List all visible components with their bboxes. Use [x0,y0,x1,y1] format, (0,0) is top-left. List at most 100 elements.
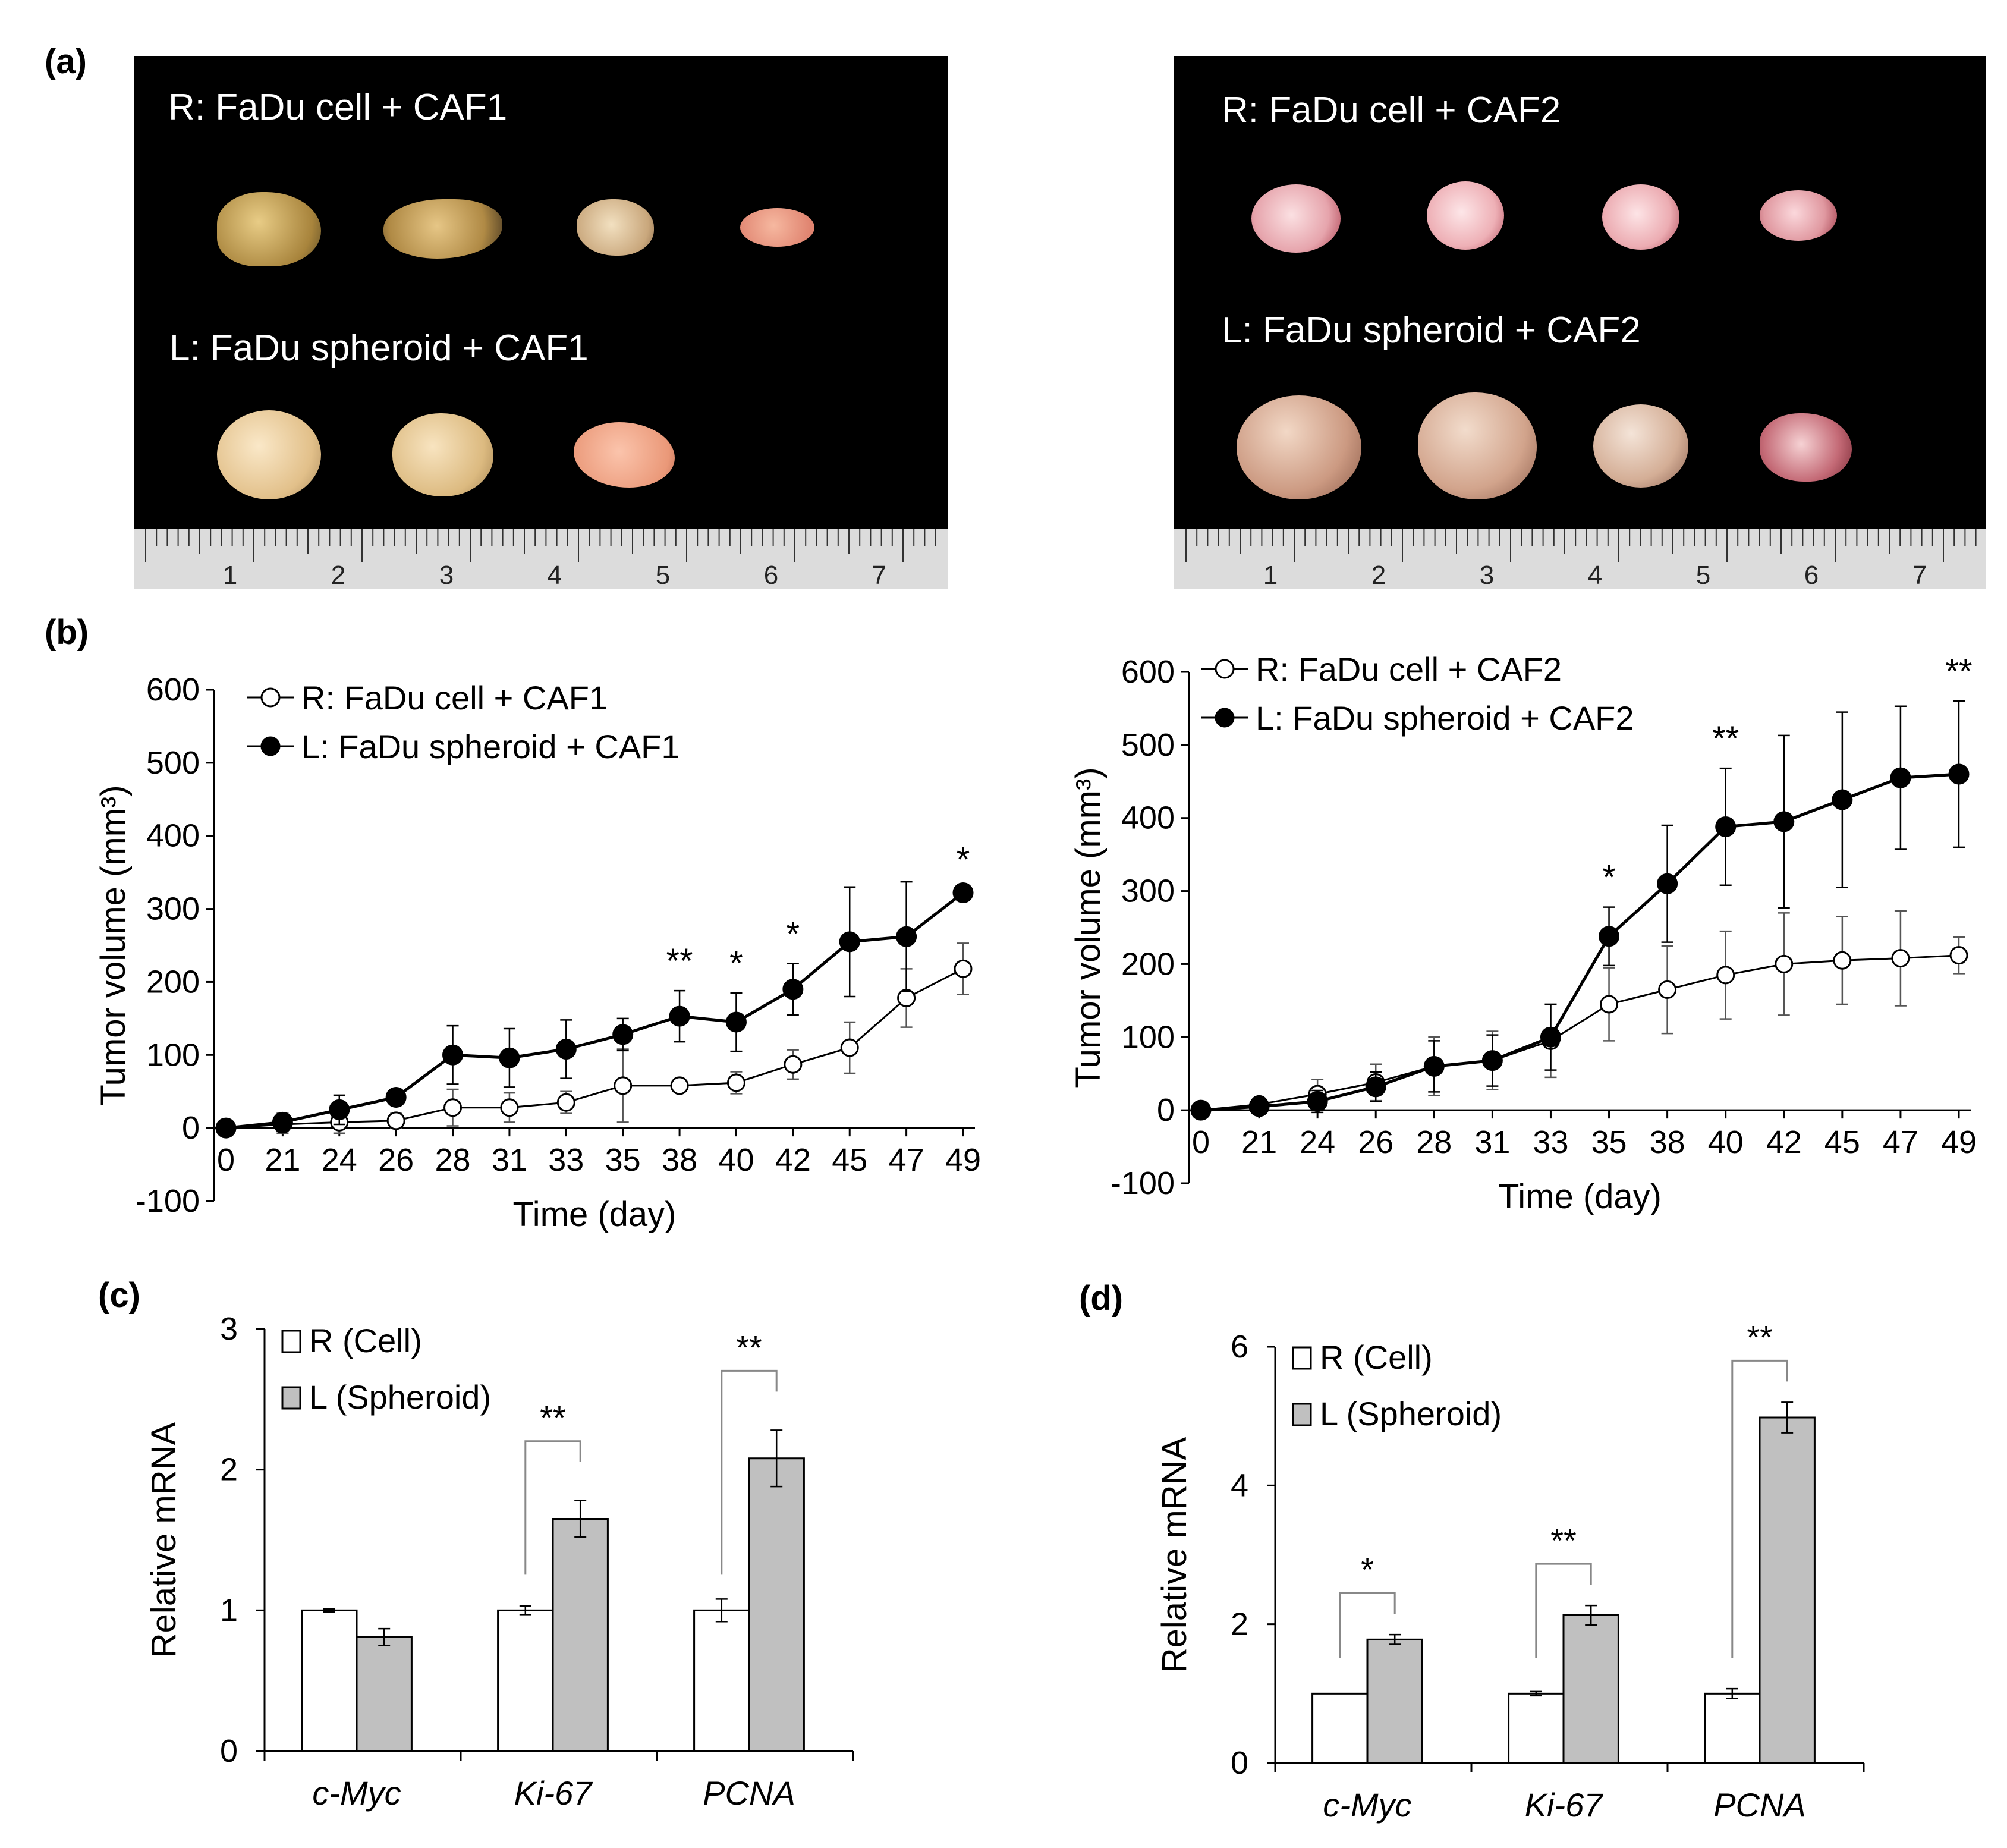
x-tick-label: 38 [662,1142,697,1178]
legend-label: L: FaDu spheroid + CAF2 [1256,699,1634,737]
data-point [386,1111,405,1130]
tumor-r4 [740,208,814,247]
data-point [614,1076,633,1095]
ruler-label: 3 [439,561,454,589]
ruler-caf2: 1 2 3 4 5 6 7 [1174,529,1986,590]
y-tick-label: 3 [220,1311,238,1347]
y-tick-label: 600 [1121,654,1175,690]
significance-bracket: ** [1731,1318,1788,1658]
x-tick-label: 33 [548,1142,584,1178]
legend-swatch [281,1330,301,1353]
significance-bracket: * [1339,1551,1396,1658]
bar-spheroid [748,1457,805,1752]
bar-spheroid [1562,1614,1619,1764]
significance-bracket: ** [524,1399,581,1575]
tumor-r1 [217,192,321,266]
data-point [784,1055,803,1074]
significance-marker: * [957,840,970,879]
data-point [385,1087,407,1108]
tumor-l1 [217,410,321,499]
data-point [272,1111,293,1133]
x-tick-label: 26 [378,1142,414,1178]
significance-marker: ** [1550,1522,1577,1559]
bracket-line [524,1440,581,1575]
data-point [1190,1099,1212,1121]
x-tick-label: 35 [605,1142,641,1178]
legend-marker [1215,708,1235,728]
tumor-l2 [1418,392,1537,499]
y-tick-label: 2 [1231,1607,1248,1642]
legend-label: L (Spheroid) [309,1378,491,1416]
x-tick-label: 35 [1591,1124,1627,1160]
series-line [1200,772,1959,1112]
y-tick-label: 200 [146,964,200,1000]
ruler-label: 2 [331,561,345,589]
significance-marker: * [1602,859,1616,897]
photo-caption-top: R: FaDu cell + CAF2 [1222,90,1561,131]
x-tick-label: 31 [1474,1124,1510,1160]
y-tick-label: 0 [182,1110,200,1146]
panel-label-a: (a) [45,42,87,81]
y-axis-title: Relative mRNA [1155,1437,1194,1673]
y-tick-label: 500 [1121,727,1175,763]
y-tick-label: 400 [1121,800,1175,836]
category-label: c-Myc [1323,1786,1411,1824]
tumor-l4 [1760,413,1852,482]
significance-marker: ** [666,942,693,980]
y-tick-label: 600 [146,672,200,708]
data-point [1948,763,1970,785]
y-tick-label: 400 [146,818,200,854]
x-tick-label: 42 [1766,1124,1802,1160]
y-tick-label: 0 [220,1733,238,1769]
ruler-label: 7 [872,561,886,589]
data-point [1657,873,1678,894]
legend-swatch [1292,1403,1312,1426]
y-tick-label: 0 [1157,1092,1175,1128]
tumor-r3 [577,199,654,256]
legend: R: FaDu cell + CAF1 L: FaDu spheroid + CA… [247,679,680,765]
data-point [555,1038,577,1060]
x-tick-label: 21 [1241,1124,1277,1160]
ruler-label: 3 [1480,561,1494,589]
data-point [1715,816,1737,837]
data-point [1949,946,1968,965]
significance-marker: ** [1747,1318,1773,1356]
data-point [1599,926,1620,947]
significance-bracket: ** [721,1328,778,1575]
tumor-l3 [1593,404,1688,488]
ruler-label: 4 [1588,561,1602,589]
tumor-r2 [383,199,502,259]
data-point [556,1093,575,1112]
legend: R (Cell) L (Spheroid) [281,1322,491,1416]
y-tick-label: -100 [1111,1165,1175,1201]
tumor-r1 [1251,184,1341,253]
significance-marker: ** [736,1328,762,1366]
y-tick-label: 2 [220,1452,238,1488]
data-point [1891,949,1910,968]
ruler-label: 2 [1371,561,1386,589]
ruler-label: 1 [1263,561,1278,589]
significance-marker: ** [540,1399,566,1437]
data-point [1423,1055,1445,1077]
data-point [840,1038,859,1057]
ruler-label: 6 [764,561,778,589]
bar-cell [1311,1692,1369,1764]
x-tick-label: 40 [1708,1124,1744,1160]
significance-marker: * [1361,1551,1374,1588]
data-point [443,1098,463,1117]
significance-marker: * [729,944,743,983]
legend-label: L: FaDu spheroid + CAF1 [301,728,680,765]
y-tick-label: 4 [1231,1467,1248,1503]
x-tick-label: 21 [265,1142,300,1178]
legend-label: R: FaDu cell + CAF2 [1256,650,1562,688]
bar-cell [1704,1692,1761,1764]
data-point [1307,1090,1328,1112]
series-spheroid [1190,700,1970,1121]
bracket-line [721,1369,778,1575]
x-tick-label: 24 [322,1142,357,1178]
legend-label: L (Spheroid) [1320,1395,1502,1432]
significance-marker: ** [1945,652,1972,691]
axes: -100 0 100 200 300 400 500 600 0 21 24 26 28 31 33 35 38… [1069,654,1977,1216]
series-spheroid [215,881,974,1139]
